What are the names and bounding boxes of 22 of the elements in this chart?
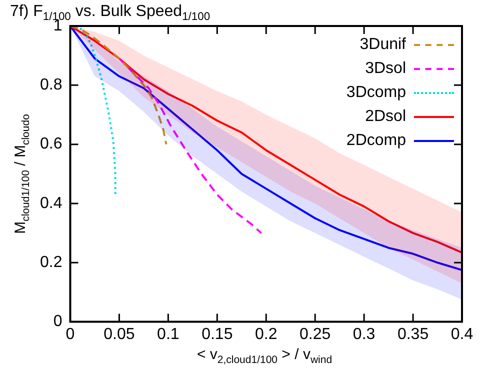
legend-label: 2Dcomp bbox=[346, 132, 406, 150]
legend-label: 3Dcomp bbox=[346, 84, 406, 102]
x-tick-label: 0.15 bbox=[202, 326, 233, 343]
x-tick-label: 0.3 bbox=[352, 326, 376, 343]
y-tick-label: 0.6 bbox=[40, 136, 62, 153]
x-tick-label: 0.2 bbox=[254, 326, 278, 343]
y-tick-label: 0.2 bbox=[40, 254, 62, 272]
y-tick-label: 0.8 bbox=[40, 76, 62, 94]
y-tick-label: 0.4 bbox=[40, 194, 62, 212]
line-series bbox=[70, 26, 168, 146]
line-series bbox=[118, 58, 262, 234]
x-axis-title: < v$_{2,cloud}$$_{1/100}$ > / v$_{wind}$ bbox=[196, 346, 334, 366]
x-tick-label: 0.35 bbox=[397, 326, 429, 343]
x-tick-label: 0.25 bbox=[300, 326, 331, 343]
legend-label: 3Dsol bbox=[365, 60, 406, 78]
x-tick-label: 0 bbox=[66, 326, 75, 343]
legend-label: 2Dsol bbox=[365, 108, 406, 126]
x-tick-label: 0.4 bbox=[450, 326, 474, 343]
y-tick-label: 0 bbox=[53, 313, 62, 330]
x-tick-label: 0.1 bbox=[157, 326, 180, 343]
x-tick-label: 0.05 bbox=[104, 326, 135, 343]
legend-label: 3Dunif bbox=[360, 36, 406, 54]
